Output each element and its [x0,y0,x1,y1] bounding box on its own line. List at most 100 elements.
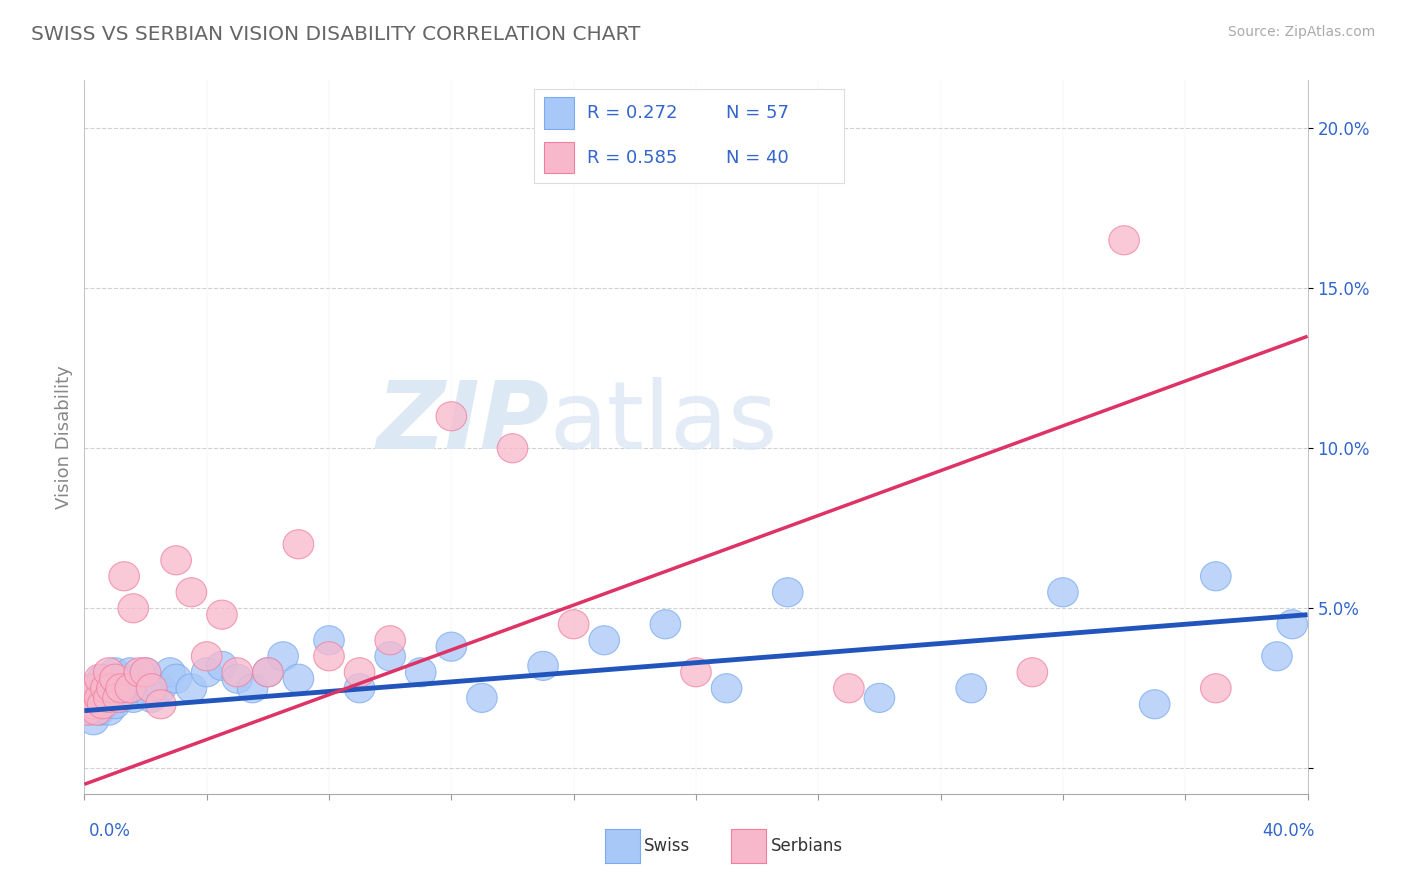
Text: N = 57: N = 57 [725,103,789,121]
Ellipse shape [75,683,105,713]
Ellipse shape [436,401,467,431]
Ellipse shape [121,665,152,693]
Ellipse shape [94,683,124,713]
Ellipse shape [1261,641,1292,671]
Ellipse shape [108,665,139,693]
Ellipse shape [405,657,436,687]
Ellipse shape [176,578,207,607]
Ellipse shape [1139,690,1170,719]
Ellipse shape [558,610,589,639]
Ellipse shape [94,657,124,687]
Ellipse shape [124,657,155,687]
Ellipse shape [79,690,108,719]
Ellipse shape [82,690,112,719]
Text: SWISS VS SERBIAN VISION DISABILITY CORRELATION CHART: SWISS VS SERBIAN VISION DISABILITY CORRE… [31,25,640,44]
Ellipse shape [191,641,222,671]
Ellipse shape [79,706,108,735]
Ellipse shape [72,696,103,725]
Ellipse shape [467,683,498,713]
Ellipse shape [155,657,186,687]
Ellipse shape [191,657,222,687]
Ellipse shape [834,673,865,703]
Ellipse shape [314,625,344,655]
Ellipse shape [283,665,314,693]
Ellipse shape [160,546,191,574]
Ellipse shape [118,683,149,713]
Ellipse shape [498,434,527,463]
Ellipse shape [118,594,149,623]
Ellipse shape [115,673,146,703]
Ellipse shape [124,673,155,703]
Ellipse shape [82,680,112,709]
Ellipse shape [90,673,121,703]
Ellipse shape [75,683,105,713]
Ellipse shape [1201,673,1232,703]
Ellipse shape [436,632,467,661]
Ellipse shape [97,673,127,703]
Ellipse shape [103,673,134,703]
Ellipse shape [772,578,803,607]
Ellipse shape [84,683,115,713]
Ellipse shape [82,696,112,725]
Text: Serbians: Serbians [770,837,842,855]
Text: 40.0%: 40.0% [1263,822,1315,840]
Ellipse shape [84,665,115,693]
Ellipse shape [314,641,344,671]
Ellipse shape [136,683,167,713]
Ellipse shape [283,530,314,559]
Text: N = 40: N = 40 [725,149,789,167]
Ellipse shape [87,683,118,713]
Ellipse shape [1017,657,1047,687]
Ellipse shape [238,673,269,703]
Text: R = 0.272: R = 0.272 [586,103,678,121]
Ellipse shape [100,657,131,687]
Ellipse shape [681,657,711,687]
Ellipse shape [100,690,131,719]
FancyBboxPatch shape [544,96,575,128]
Ellipse shape [105,673,136,703]
Ellipse shape [87,690,118,719]
Text: atlas: atlas [550,376,778,469]
Ellipse shape [79,673,108,703]
Ellipse shape [1109,226,1139,255]
Ellipse shape [375,625,405,655]
Ellipse shape [100,665,131,693]
Text: 0.0%: 0.0% [89,822,131,840]
Ellipse shape [865,683,894,713]
Ellipse shape [207,651,238,681]
Ellipse shape [207,600,238,629]
Ellipse shape [97,673,127,703]
Ellipse shape [131,657,160,687]
Ellipse shape [527,651,558,681]
Ellipse shape [75,696,105,725]
Text: Source: ZipAtlas.com: Source: ZipAtlas.com [1227,25,1375,39]
Ellipse shape [84,673,115,703]
Ellipse shape [711,673,742,703]
Ellipse shape [344,657,375,687]
Ellipse shape [176,673,207,703]
Y-axis label: Vision Disability: Vision Disability [55,365,73,509]
Ellipse shape [222,657,253,687]
Ellipse shape [146,690,176,719]
Ellipse shape [108,562,139,591]
Ellipse shape [103,683,134,713]
Ellipse shape [956,673,987,703]
Ellipse shape [253,657,283,687]
Ellipse shape [1047,578,1078,607]
Ellipse shape [87,665,118,693]
Ellipse shape [344,673,375,703]
Ellipse shape [269,641,298,671]
Ellipse shape [115,657,146,687]
Ellipse shape [160,665,191,693]
FancyBboxPatch shape [544,142,575,173]
Ellipse shape [131,657,160,687]
Ellipse shape [253,657,283,687]
Ellipse shape [650,610,681,639]
Ellipse shape [72,690,103,719]
Ellipse shape [84,696,115,725]
Text: R = 0.585: R = 0.585 [586,149,678,167]
Ellipse shape [1201,562,1232,591]
Ellipse shape [1277,610,1308,639]
Ellipse shape [90,673,121,703]
Ellipse shape [136,673,167,703]
